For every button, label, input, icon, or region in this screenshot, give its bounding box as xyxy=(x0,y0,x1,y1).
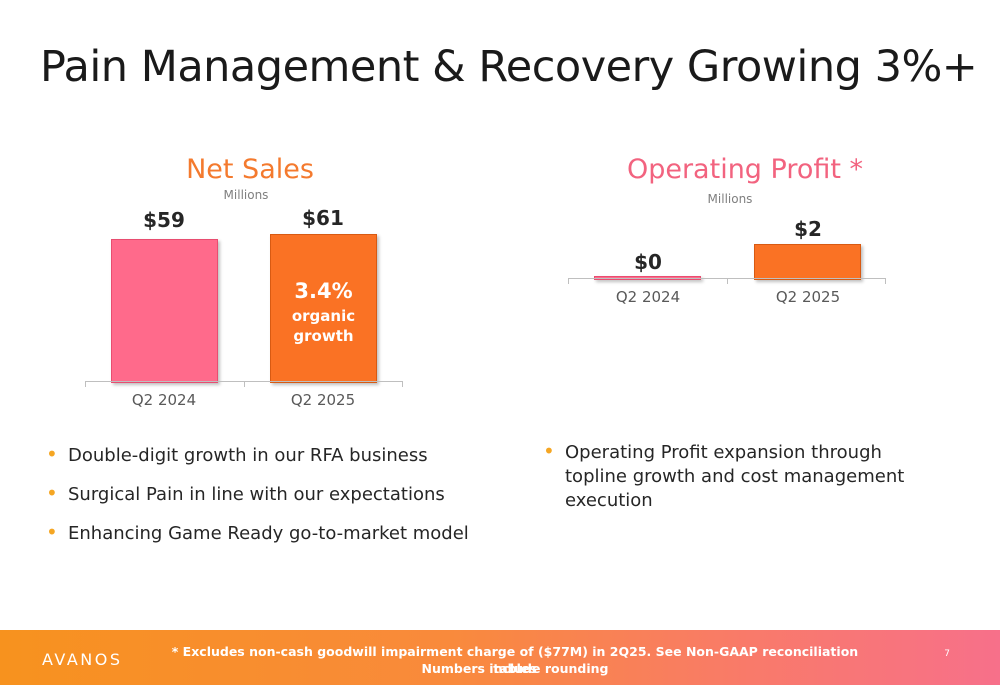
value-label: $61 xyxy=(302,206,344,230)
bullet-icon: • xyxy=(46,481,58,505)
footnote-line: Numbers include rounding xyxy=(421,661,609,676)
bar-q2-2024 xyxy=(111,238,218,383)
axis-tick xyxy=(402,381,403,387)
axis-tick xyxy=(885,278,886,284)
footnote-line: * Excludes non-cash goodwill impairment … xyxy=(171,644,859,676)
category-label: Q2 2025 xyxy=(775,288,841,306)
organic-growth-label: growth xyxy=(293,327,354,345)
list-item: • Operating Profit expansion through topl… xyxy=(543,439,905,511)
bullet-icon: • xyxy=(543,439,555,463)
footer-bar: AVANOS * Excludes non-cash goodwill impa… xyxy=(0,630,1000,685)
page-number: 7 xyxy=(944,649,950,659)
chart-title: Net Sales xyxy=(186,154,314,185)
chart-unit: Millions xyxy=(223,188,269,202)
axis-tick xyxy=(244,381,245,387)
category-label: Q2 2025 xyxy=(290,391,356,409)
organic-growth-label: organic xyxy=(291,307,356,325)
right-bullet-list: • Operating Profit expansion through topl… xyxy=(541,439,941,513)
list-item: • Enhancing Game Ready go-to-market model xyxy=(46,520,469,544)
chart-title: Operating Profit * xyxy=(626,154,864,185)
category-label: Q2 2024 xyxy=(615,288,681,306)
list-item: • Double-digit growth in our RFA business xyxy=(46,442,428,466)
value-label: $59 xyxy=(143,208,185,232)
bullet-icon: • xyxy=(46,442,58,466)
bar-q2-2025 xyxy=(754,244,861,280)
list-item: • Surgical Pain in line with our expectat… xyxy=(46,481,445,505)
chart-unit: Millions xyxy=(707,192,753,206)
bar-q2-2025: 3.4% organic growth xyxy=(270,234,377,383)
value-label: $2 xyxy=(794,217,822,241)
bullet-icon: • xyxy=(46,520,58,544)
axis-tick xyxy=(568,278,569,284)
avanos-logo: AVANOS xyxy=(42,650,123,669)
left-bullet-list: • Double-digit growth in our RFA business… xyxy=(44,442,484,546)
axis-tick xyxy=(85,381,86,387)
category-label: Q2 2024 xyxy=(131,391,197,409)
slide-title: Pain Management & Recovery Growing 3%+ xyxy=(40,42,978,92)
organic-growth-pct: 3.4% xyxy=(294,279,353,303)
axis-tick xyxy=(727,278,728,284)
value-label: $0 xyxy=(634,250,662,274)
